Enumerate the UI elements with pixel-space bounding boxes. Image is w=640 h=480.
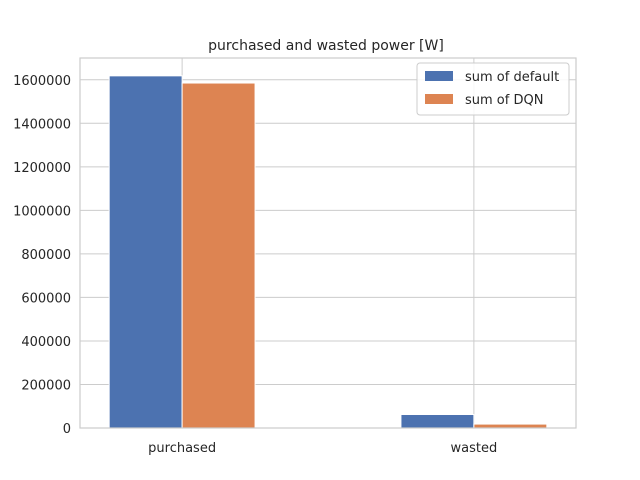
y-tick-label: 800000 [21, 248, 71, 263]
y-tick-label: 0 [63, 422, 71, 437]
legend-swatch-default [425, 71, 453, 81]
bar-dqn-purchased [181, 82, 256, 429]
y-axis-ticks: 0 200000 400000 600000 800000 1000000 1200000 1… [13, 74, 71, 437]
x-axis-ticks: purchased wasted [148, 441, 497, 456]
chart-title: purchased and wasted power [W] [208, 38, 444, 54]
y-tick-label: 1200000 [13, 161, 71, 176]
y-tick-label: 1400000 [13, 117, 71, 132]
legend: sum of default sum of DQN [416, 62, 570, 116]
y-tick-label: 200000 [21, 378, 71, 393]
bar-default-wasted [400, 414, 475, 429]
x-tick-label: purchased [148, 441, 216, 456]
bar-default-purchased [108, 75, 183, 429]
x-tick-label: wasted [451, 441, 498, 456]
y-tick-label: 1600000 [13, 74, 71, 89]
legend-label-dqn: sum of DQN [465, 93, 543, 108]
y-tick-label: 600000 [21, 291, 71, 306]
bars [108, 75, 548, 429]
y-tick-label: 400000 [21, 335, 71, 350]
legend-label-default: sum of default [465, 70, 559, 85]
legend-box [416, 62, 570, 116]
legend-swatch-dqn [425, 94, 453, 104]
plot-frame [79, 57, 577, 429]
y-tick-label: 1000000 [13, 204, 71, 219]
